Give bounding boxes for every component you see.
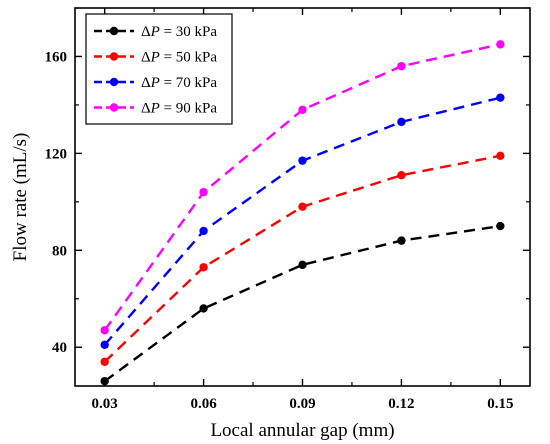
data-point-2-1: [199, 226, 208, 236]
legend-label-3: ΔP = 90 kPa: [141, 101, 217, 117]
axis-layer: 0.03 0.06 0.09 0.12 0.15 40 80 120 160: [45, 7, 531, 412]
x-tick-label: 0.15: [487, 396, 513, 412]
legend-marker-0: [109, 26, 119, 36]
data-point-2-4: [496, 93, 505, 102]
x-tick-label: 0.03: [92, 396, 118, 412]
data-point-1-1: [199, 263, 208, 272]
legend-label-0: ΔP = 30 kPa: [141, 24, 217, 40]
series-line-1: [103, 154, 501, 363]
y-tick-label: 40: [52, 340, 67, 356]
data-point-3-0: [100, 326, 109, 335]
legend-label-2: ΔP = 70 kPa: [141, 75, 217, 91]
legend: ΔP = 30 kPa ΔP = 50 kPa ΔP = 70 kPa ΔP = 90…: [85, 13, 233, 125]
y-tick-label: 160: [45, 49, 68, 65]
data-point-3-1: [199, 187, 208, 197]
x-tick-label: 0.06: [190, 396, 217, 412]
data-point-3-2: [298, 105, 307, 114]
x-tick-label: 0.12: [388, 396, 414, 412]
data-point-3-3: [397, 61, 406, 71]
data-point-1-3: [397, 170, 406, 180]
data-point-2-3: [397, 117, 406, 127]
data-point-0-4: [496, 221, 505, 231]
x-tick-label: 0.09: [289, 396, 315, 412]
data-point-0-3: [397, 236, 406, 245]
chart-series-layer: [100, 40, 505, 386]
y-tick-label: 120: [45, 146, 68, 162]
data-point-2-2: [298, 156, 307, 165]
data-point-1-0: [100, 357, 109, 366]
data-point-1-2: [298, 202, 307, 211]
y-axis-title: Flow rate (mL/s): [10, 133, 31, 262]
x-axis-title: Local annular gap (mm): [210, 420, 394, 441]
data-point-0-2: [298, 260, 307, 270]
data-point-2-0: [100, 340, 109, 350]
legend-label-1: ΔP = 50 kPa: [141, 50, 217, 66]
series-line-0: [103, 224, 501, 383]
data-point-0-1: [199, 304, 208, 313]
legend-marker-2: [109, 77, 119, 87]
legend-marker-3: [109, 103, 119, 112]
legend-marker-1: [109, 52, 119, 61]
y-tick-label: 80: [52, 243, 67, 259]
data-point-1-4: [496, 151, 505, 161]
series-line-2: [103, 96, 501, 346]
data-point-3-4: [496, 40, 505, 49]
